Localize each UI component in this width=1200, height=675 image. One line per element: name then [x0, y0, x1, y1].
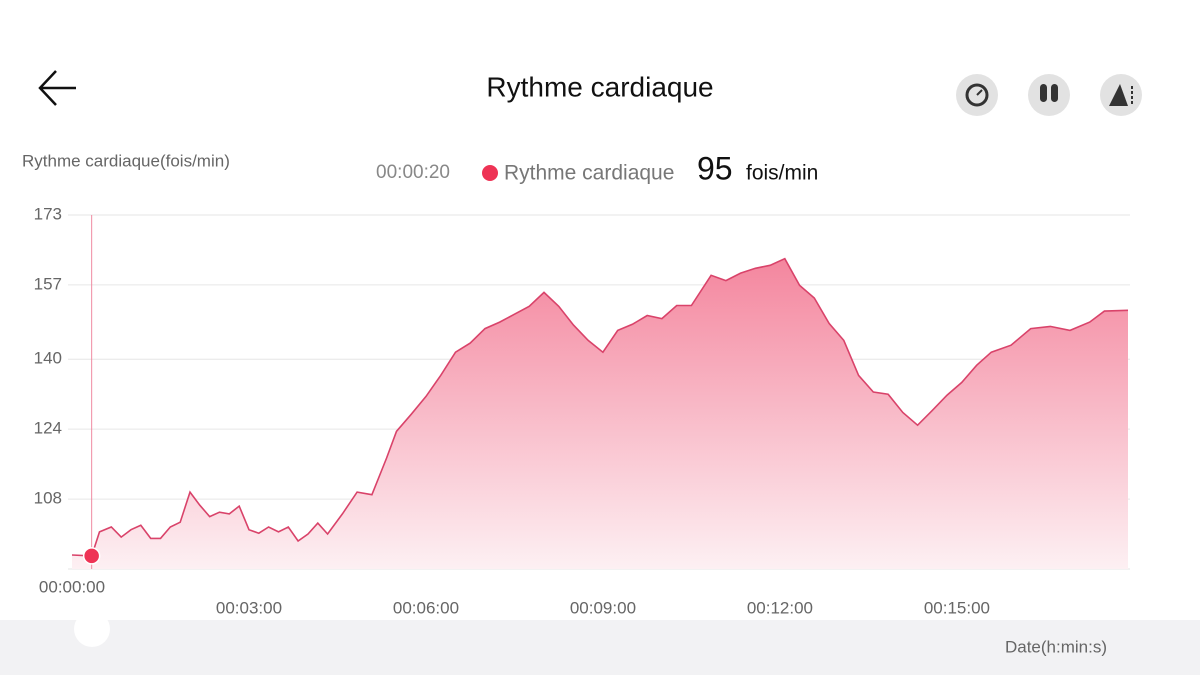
y-tick-label: 140 — [34, 349, 62, 368]
page-title: Rythme cardiaque — [486, 71, 713, 102]
cursor-unit: fois/min — [746, 162, 818, 185]
line — [71, 257, 1129, 557]
y-tick-label: 173 — [34, 204, 62, 223]
back-arrow — [38, 70, 76, 106]
icon — [965, 83, 989, 107]
icon — [1040, 84, 1047, 102]
icon — [1051, 84, 1058, 102]
x-tick-label: 00:15:00 — [924, 598, 990, 617]
y-tick-label: 157 — [34, 274, 62, 293]
legend-marker — [482, 165, 498, 181]
x-tick-label: 00:06:00 — [393, 598, 459, 617]
x-tick-label: 00:03:00 — [216, 598, 282, 617]
bottom-bar — [0, 620, 1200, 675]
icon — [976, 89, 983, 96]
speed-button[interactable] — [956, 74, 998, 116]
x-tick-label: 00:09:00 — [570, 598, 636, 617]
x-tick-label: 00:12:00 — [747, 598, 813, 617]
x-tick-label: 00:00:00 — [39, 577, 105, 596]
steps-button[interactable] — [1028, 74, 1070, 116]
cursor-time: 00:00:20 — [376, 162, 450, 183]
y-tick-label: 108 — [34, 489, 62, 508]
back-button[interactable] — [38, 70, 76, 106]
slider-handle[interactable] — [74, 611, 110, 647]
plot: 108 124 140 157 173 00:00:00 00:03:00 00:06:00 0… — [34, 204, 1130, 617]
elevation-button[interactable] — [1100, 74, 1142, 116]
legend-label: Rythme cardiaque — [504, 162, 674, 185]
y-axis-label: Rythme cardiaque(fois/min) — [22, 151, 230, 170]
x-axis-label: Date(h:min:s) — [1005, 637, 1107, 656]
icon — [1109, 84, 1128, 106]
y-tick-label: 124 — [34, 419, 62, 438]
cursor-value: 95 — [697, 150, 733, 186]
area — [72, 258, 1128, 569]
icon-bg — [1028, 74, 1070, 116]
cursor-dot — [82, 547, 101, 565]
